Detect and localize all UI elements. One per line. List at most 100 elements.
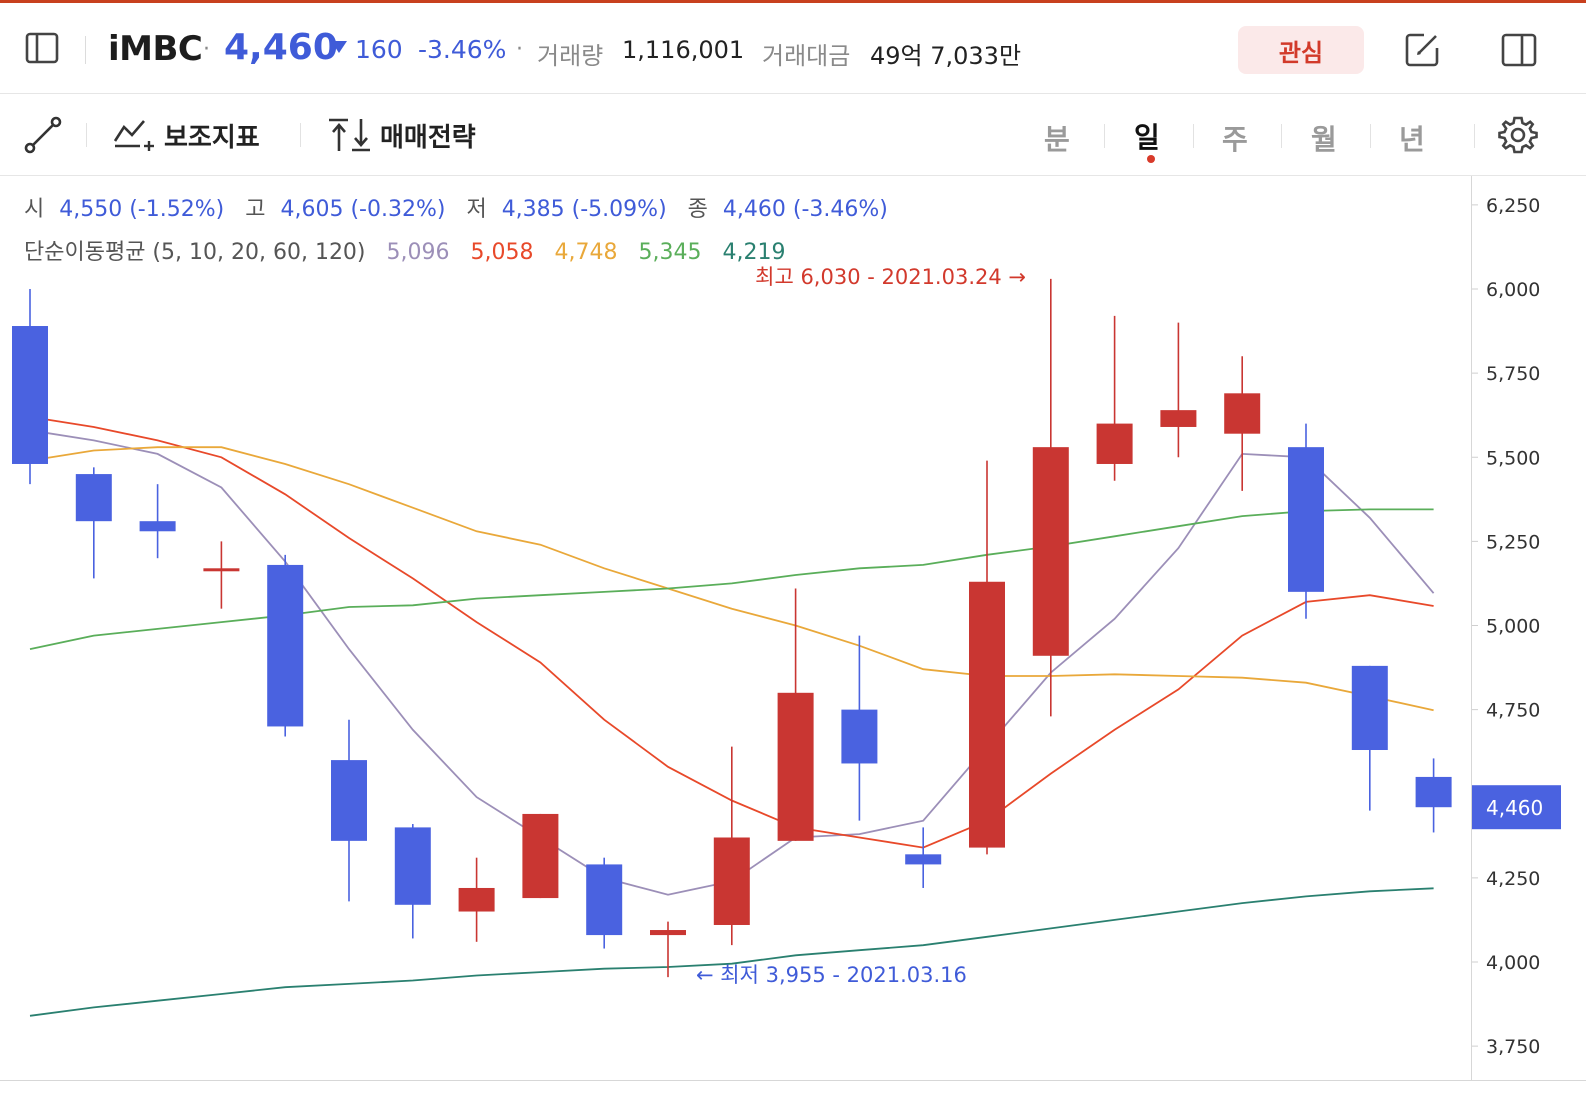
ma-line-60 [29, 508, 1434, 650]
high-label: 고 [245, 197, 266, 222]
open-value: 4,550 (-1.52%) [59, 197, 225, 222]
indicator-label: 보조지표 [164, 122, 260, 153]
candle-body [1288, 447, 1324, 592]
candle-body [1160, 410, 1197, 427]
y-tick-label: 4,000 [1486, 952, 1540, 974]
indicator-button[interactable]: 보조지표 [112, 112, 282, 158]
y-tick-label: 6,250 [1486, 195, 1540, 217]
ma60-value: 5,345 [638, 240, 702, 265]
y-tick-label: 5,750 [1486, 363, 1540, 385]
settings-button[interactable] [1496, 113, 1540, 157]
low-value: 4,385 (-5.09%) [501, 197, 667, 222]
gear-icon [1498, 116, 1538, 154]
strategy-button[interactable]: 매매전략 [326, 112, 496, 158]
chart-area[interactable]: 시 4,550 (-1.52%) 고 4,605 (-0.32%) 저 4,38… [0, 176, 1586, 1096]
period-tab-year[interactable]: 년 [1399, 123, 1425, 156]
candle-body [841, 709, 878, 764]
period-tab-day[interactable]: 일 [1134, 121, 1160, 154]
separator-dot: · [516, 37, 523, 62]
high-value: 4,605 (-0.32%) [280, 197, 446, 222]
candle-body [267, 564, 304, 727]
ma-legend: 단순이동평균 (5, 10, 20, 60, 120) 5,096 5,058 … [24, 234, 785, 266]
ma-legend-label: 단순이동평균 (5, 10, 20, 60, 120) [24, 240, 366, 265]
ma-line-120 [29, 887, 1434, 1017]
period-tab-week[interactable]: 주 [1222, 123, 1248, 156]
candle-body [394, 827, 431, 905]
period-divider [1370, 124, 1371, 148]
down-triangle-icon [331, 41, 347, 53]
period-tab-minute[interactable]: 분 [1044, 123, 1070, 156]
sidebar-toggle-button[interactable] [22, 28, 62, 68]
panel-icon [1501, 33, 1537, 67]
ma-line-20 [29, 446, 1434, 712]
candlestick-chart[interactable]: 6,250 6,000 5,750 5,500 5,250 5,000 4,750 4,250… [0, 176, 1586, 1096]
price-change-percent: -3.46% [418, 35, 507, 64]
ma10-value: 5,058 [470, 240, 534, 265]
y-tick-label: 4,250 [1486, 868, 1540, 890]
candle-body [12, 326, 48, 464]
price-change: 160 [355, 35, 403, 64]
y-axis-border [1471, 176, 1472, 1080]
favorite-button[interactable]: 관심 [1238, 26, 1364, 74]
y-tick-label: 5,500 [1486, 447, 1540, 469]
period-divider [1104, 124, 1105, 148]
ma5-value: 5,096 [386, 240, 450, 265]
period-divider [1281, 124, 1282, 148]
candle-body [331, 760, 367, 841]
current-price: 4,460 [224, 27, 338, 68]
period-tab-month[interactable]: 월 [1311, 123, 1337, 156]
edit-button[interactable] [1402, 28, 1442, 72]
candle-body [522, 813, 559, 899]
strategy-label: 매매전략 [380, 122, 476, 153]
header-divider [85, 36, 86, 64]
candle-body [969, 581, 1005, 848]
ma120-value: 4,219 [722, 240, 786, 265]
active-period-indicator [1147, 155, 1155, 163]
chart-bottom-border [0, 1080, 1586, 1081]
candle-body [1224, 393, 1261, 434]
close-value: 4,460 (-3.46%) [722, 197, 888, 222]
high-annotation: 최고 6,030 - 2021.03.24 → [755, 265, 1026, 289]
trade-amount-value: 49억 7,033만 [870, 42, 1022, 70]
candle-body [75, 474, 112, 522]
current-price-tag [1471, 785, 1561, 830]
stock-header: iMBC · 4,460 160 -3.46% · 거래량 1,116,001 … [0, 3, 1586, 94]
y-tick-label: 5,000 [1486, 616, 1540, 638]
indicator-icon [113, 120, 154, 151]
candle-body [203, 568, 240, 572]
drawing-tool-button[interactable] [22, 114, 64, 156]
sidebar-icon [25, 32, 59, 64]
current-price-label: 4,460 [1486, 796, 1543, 820]
candle-body [1415, 776, 1452, 808]
ma20-value: 4,748 [554, 240, 618, 265]
stock-name: iMBC [108, 29, 203, 69]
period-divider [1474, 124, 1475, 148]
toolbar-divider [300, 123, 301, 147]
separator-dot: · [203, 37, 210, 62]
period-divider [1193, 124, 1194, 148]
candle-body [586, 864, 623, 936]
candle-body [650, 930, 686, 936]
chart-toolbar: 보조지표 매매전략 분 일 주 월 년 [0, 94, 1586, 176]
edit-icon [1405, 33, 1439, 67]
volume-value: 1,116,001 [622, 36, 745, 64]
y-tick-label: 6,000 [1486, 279, 1540, 301]
ohlc-legend: 시 4,550 (-1.52%) 고 4,605 (-0.32%) 저 4,38… [24, 191, 888, 223]
trade-amount-label: 거래대금 [762, 42, 851, 70]
candle-body [1351, 665, 1388, 751]
low-annotation: ← 최저 3,955 - 2021.03.16 [696, 963, 967, 987]
panel-toggle-button[interactable] [1499, 28, 1539, 72]
line-draw-icon [24, 116, 62, 154]
candle-body [905, 854, 942, 865]
buy-sell-icon [329, 118, 370, 152]
candle-body [1096, 423, 1133, 464]
candle-body [458, 887, 495, 912]
y-tick-label: 3,750 [1486, 1036, 1540, 1058]
candle-body [713, 837, 750, 925]
candle-body [777, 692, 814, 841]
candle-body [139, 521, 176, 532]
candle-body [1032, 447, 1069, 656]
top-accent-bar [0, 0, 1586, 3]
open-label: 시 [24, 197, 45, 222]
toolbar-divider [86, 123, 87, 147]
